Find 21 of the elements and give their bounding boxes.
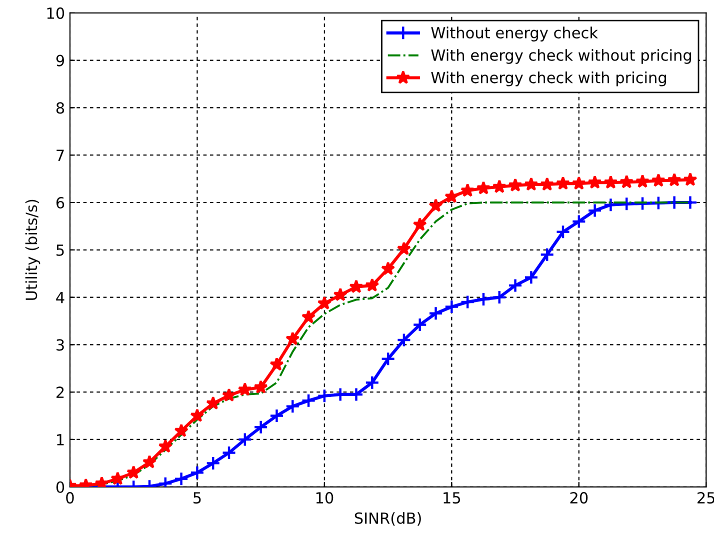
y-axis-title: Utility (bits/s): [25, 200, 40, 300]
legend-label: Without energy check: [431, 26, 598, 42]
y-tick-label: 5: [56, 244, 64, 256]
y-tick-label: 1: [57, 434, 64, 446]
x-axis-title: SINR(dB): [354, 512, 421, 526]
x-tick-label: 15: [444, 492, 460, 504]
x-tick-label: 5: [194, 492, 201, 504]
x-tick-label: 0: [66, 492, 74, 504]
legend-label: With energy check with pricing: [431, 72, 666, 86]
y-tick-label: 10: [47, 7, 64, 19]
y-tick-label: 2: [56, 386, 64, 398]
y-tick-label: 6: [56, 196, 64, 209]
y-tick-label: 3: [56, 339, 64, 351]
x-tick-label: 20: [570, 492, 588, 504]
y-tick-label: 4: [56, 292, 64, 304]
y-tick-label: 9: [56, 54, 64, 66]
legend-label: With energy check without pricing: [431, 49, 692, 64]
y-tick-label: 0: [56, 481, 64, 493]
y-tick-label: 7: [56, 150, 64, 161]
y-tick-label: 8: [56, 102, 64, 114]
x-tick-label: 10: [316, 492, 334, 504]
